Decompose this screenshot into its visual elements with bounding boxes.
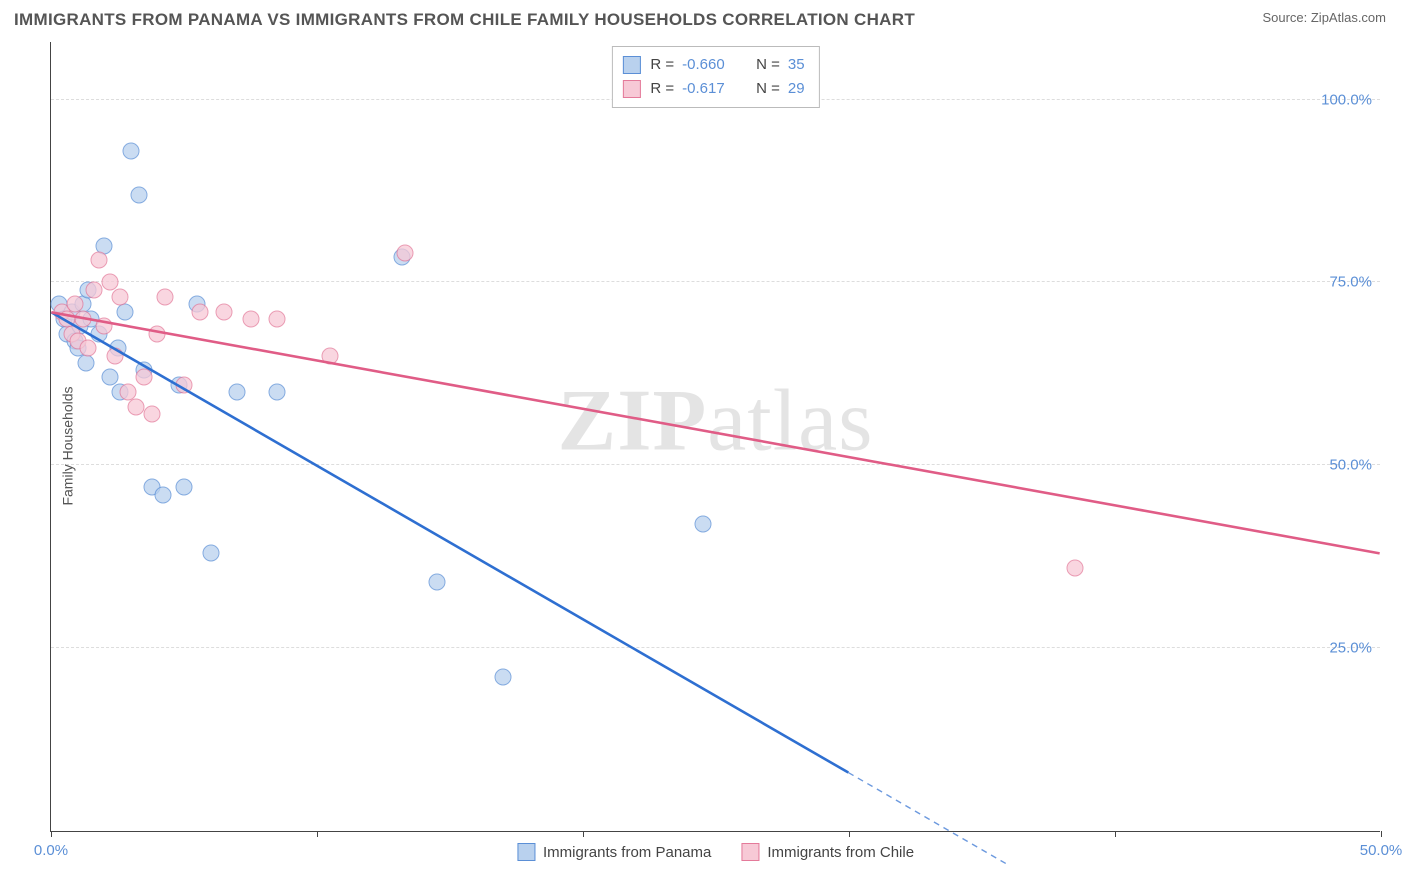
x-tick xyxy=(583,831,584,837)
source-attribution: Source: ZipAtlas.com xyxy=(1262,10,1386,25)
legend-item-chile: Immigrants from Chile xyxy=(741,843,914,861)
header: IMMIGRANTS FROM PANAMA VS IMMIGRANTS FRO… xyxy=(0,0,1406,30)
r-label: R = xyxy=(650,53,674,77)
x-tick-label: 0.0% xyxy=(34,842,68,859)
n-value-chile: 29 xyxy=(788,77,805,101)
trend-line xyxy=(51,312,848,772)
n-label: N = xyxy=(756,53,780,77)
legend-row-chile: R = -0.617 N = 29 xyxy=(622,77,804,101)
r-label: R = xyxy=(650,77,674,101)
swatch-chile xyxy=(622,80,640,98)
correlation-legend: R = -0.660 N = 35 R = -0.617 N = 29 xyxy=(611,46,819,108)
swatch-panama xyxy=(622,56,640,74)
chart-title: IMMIGRANTS FROM PANAMA VS IMMIGRANTS FRO… xyxy=(14,10,915,30)
swatch-panama-bottom xyxy=(517,843,535,861)
x-tick xyxy=(1381,831,1382,837)
r-value-panama: -0.660 xyxy=(682,53,738,77)
legend-label-chile: Immigrants from Chile xyxy=(767,844,914,861)
series-legend: Immigrants from Panama Immigrants from C… xyxy=(507,843,924,861)
x-tick xyxy=(849,831,850,837)
source-link[interactable]: ZipAtlas.com xyxy=(1311,10,1386,25)
x-tick-label: 50.0% xyxy=(1360,842,1403,859)
r-value-chile: -0.617 xyxy=(682,77,738,101)
x-tick xyxy=(51,831,52,837)
n-value-panama: 35 xyxy=(788,53,805,77)
n-label: N = xyxy=(756,77,780,101)
x-tick xyxy=(317,831,318,837)
swatch-chile-bottom xyxy=(741,843,759,861)
trend-lines xyxy=(51,42,1380,831)
legend-label-panama: Immigrants from Panama xyxy=(543,844,711,861)
x-tick xyxy=(1115,831,1116,837)
trend-line xyxy=(51,312,1379,553)
chart-plot-area: ZIPatlas R = -0.660 N = 35 R = -0.617 N … xyxy=(50,42,1380,832)
legend-row-panama: R = -0.660 N = 35 xyxy=(622,53,804,77)
source-prefix: Source: xyxy=(1262,10,1310,25)
legend-item-panama: Immigrants from Panama xyxy=(517,843,711,861)
